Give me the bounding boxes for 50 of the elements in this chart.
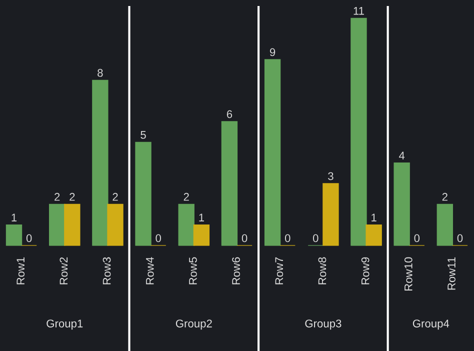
bar [193, 224, 210, 246]
bar [92, 80, 108, 246]
x-axis-title: Group1 [46, 320, 83, 330]
x-tick-label: Row8 [318, 257, 326, 284]
x-axis-title: Group2 [176, 320, 212, 330]
data-label: 8 [98, 68, 103, 77]
bar [107, 204, 124, 246]
data-label: 2 [184, 192, 189, 201]
bar [322, 183, 339, 246]
bar [350, 18, 367, 246]
x-tick-label: Row2 [60, 257, 68, 284]
bar [64, 204, 80, 246]
x-tick-label: Row11 [448, 257, 456, 290]
data-label: 3 [328, 172, 334, 180]
x-tick-label: Row6 [232, 257, 240, 284]
data-label: 11 [354, 7, 364, 15]
data-label: 1 [372, 214, 376, 222]
x-tick-label: Row3 [102, 257, 111, 284]
x-axis-title: Group4 [412, 320, 450, 330]
bar [135, 142, 152, 246]
x-tick-label: Row10 [404, 257, 412, 290]
data-label: 9 [270, 48, 276, 56]
data-label: 6 [226, 110, 232, 118]
x-tick-label: Row5 [189, 257, 197, 284]
bar [6, 224, 22, 246]
bar [221, 121, 238, 246]
bar [264, 59, 281, 246]
bar [49, 204, 66, 246]
data-label: 2 [70, 192, 75, 201]
bar [178, 204, 194, 246]
data-label: 0 [457, 234, 463, 242]
data-label: 1 [199, 214, 204, 222]
data-label: 2 [442, 192, 448, 201]
data-label: 0 [284, 234, 290, 242]
x-tick-label: Row9 [361, 257, 370, 284]
data-label: 2 [54, 192, 60, 201]
x-axis-title: Group3 [305, 320, 342, 330]
data-label: 0 [26, 234, 32, 242]
data-label: 0 [414, 234, 420, 242]
data-label: 5 [140, 131, 146, 139]
data-label: 2 [112, 192, 118, 201]
data-label: 0 [312, 234, 318, 242]
data-label: 1 [12, 214, 17, 222]
x-tick-label: Row4 [146, 257, 154, 284]
bar [366, 224, 382, 246]
x-tick-label: Row1 [16, 257, 25, 284]
data-label: 0 [156, 234, 162, 242]
data-label: 4 [398, 152, 405, 160]
data-label: 0 [242, 234, 248, 242]
x-tick-label: Row7 [275, 257, 284, 284]
